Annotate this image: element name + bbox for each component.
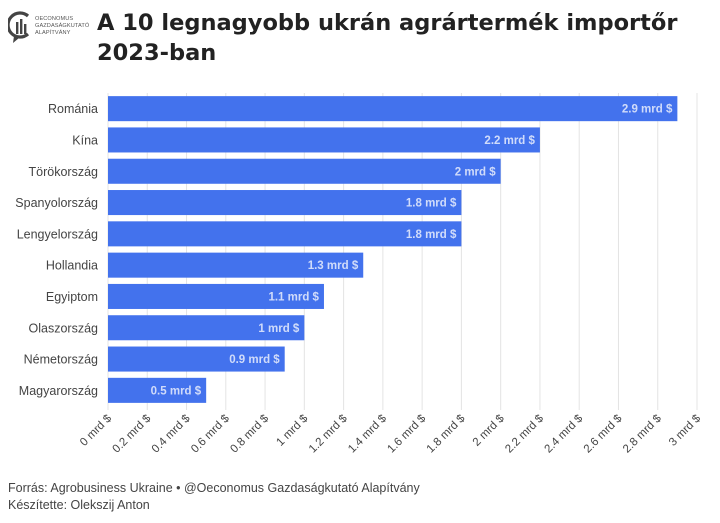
x-tick-label: 1.2 mrd $: [307, 412, 350, 455]
source-note: Forrás: Agrobusiness Ukraine • @Oeconomu…: [8, 481, 420, 495]
bar-value-label: 0.5 mrd $: [151, 385, 202, 397]
x-tick-label: 2.4 mrd $: [542, 412, 585, 455]
x-tick-label: 1.6 mrd $: [385, 412, 428, 455]
x-tick-label: 1 mrd $: [274, 412, 310, 448]
bar-value-label: 1.3 mrd $: [308, 260, 359, 272]
bar: [108, 283, 324, 309]
category-label: Magyarország: [19, 384, 98, 398]
bar-value-label: 1.1 mrd $: [268, 291, 319, 303]
x-tick-label: 1.8 mrd $: [425, 412, 468, 455]
x-tick-label: 3 mrd $: [667, 412, 703, 448]
bar: [108, 96, 678, 122]
oeconomus-logo-icon: [8, 11, 30, 43]
category-labels: Románia Kína Törökország Spanyolország Lengy…: [15, 102, 98, 398]
bar: [108, 252, 364, 278]
category-label: Románia: [48, 102, 98, 116]
x-tick-label: 2.6 mrd $: [582, 412, 625, 455]
x-tick-label: 2 mrd $: [471, 412, 507, 448]
bar-value-label: 1.8 mrd $: [406, 198, 457, 210]
bar-value-label: 2.2 mrd $: [484, 135, 535, 147]
x-tick-label: 0 mrd $: [78, 412, 114, 448]
logo-line: ALAPÍTVÁNY: [35, 30, 71, 36]
logo-line: OECONOMUS: [35, 16, 74, 22]
category-label: Németország: [24, 353, 98, 367]
chart-title: A 10 legnagyobb ukrán agrártermék import…: [97, 8, 707, 68]
x-axis-ticks: 0 mrd $0.2 mrd $0.4 mrd $0.6 mrd $0.8 mr…: [78, 412, 703, 455]
category-label: Hollandia: [46, 259, 98, 273]
bar: [108, 221, 462, 247]
chart-footer: Forrás: Agrobusiness Ukraine • @Oeconomu…: [8, 480, 712, 514]
bar: [108, 377, 207, 403]
category-label: Olaszország: [29, 321, 99, 335]
logo-text: OECONOMUS GAZDASÁGKUTATÓ ALAPÍTVÁNY: [35, 16, 97, 37]
x-tick-label: 0.6 mrd $: [189, 412, 232, 455]
bar: [108, 158, 501, 184]
bar-value-label: 1 mrd $: [258, 323, 300, 335]
x-tick-label: 0.8 mrd $: [228, 412, 271, 455]
category-label: Spanyolország: [15, 196, 98, 210]
category-label: Lengyelország: [17, 227, 98, 241]
chart-header: OECONOMUS GAZDASÁGKUTATÓ ALAPÍTVÁNY A 10…: [8, 8, 712, 72]
oeconomus-logo: OECONOMUS GAZDASÁGKUTATÓ ALAPÍTVÁNY: [8, 8, 96, 64]
logo-line: GAZDASÁGKUTATÓ: [35, 23, 90, 29]
bar-value-label: 1.8 mrd $: [406, 229, 457, 241]
x-tick-label: 0.2 mrd $: [111, 412, 154, 455]
bar: [108, 315, 305, 341]
category-label: Kína: [72, 133, 98, 147]
x-tick-label: 2.8 mrd $: [621, 412, 664, 455]
bar-value-label: 0.9 mrd $: [229, 354, 280, 366]
bar: [108, 127, 540, 153]
value-labels: 2.9 mrd $ 2.2 mrd $ 2 mrd $ 1.8 mrd $ 1.8 mr…: [151, 104, 673, 398]
category-label: Törökország: [29, 165, 99, 179]
bars: [108, 96, 678, 403]
chart-title-line: A 10 legnagyobb ukrán agrártermék import…: [97, 10, 678, 36]
chart-title-line: 2023-ban: [97, 40, 217, 66]
bar: [108, 346, 285, 372]
author-note: Készítette: Olekszij Anton: [8, 498, 150, 512]
category-label: Egyiptom: [46, 290, 98, 304]
bar-value-label: 2 mrd $: [455, 166, 497, 178]
x-tick-label: 0.4 mrd $: [150, 412, 193, 455]
bar: [108, 190, 462, 216]
x-tick-label: 2.2 mrd $: [503, 412, 546, 455]
bar-value-label: 2.9 mrd $: [622, 104, 673, 116]
x-tick-label: 1.4 mrd $: [346, 412, 389, 455]
